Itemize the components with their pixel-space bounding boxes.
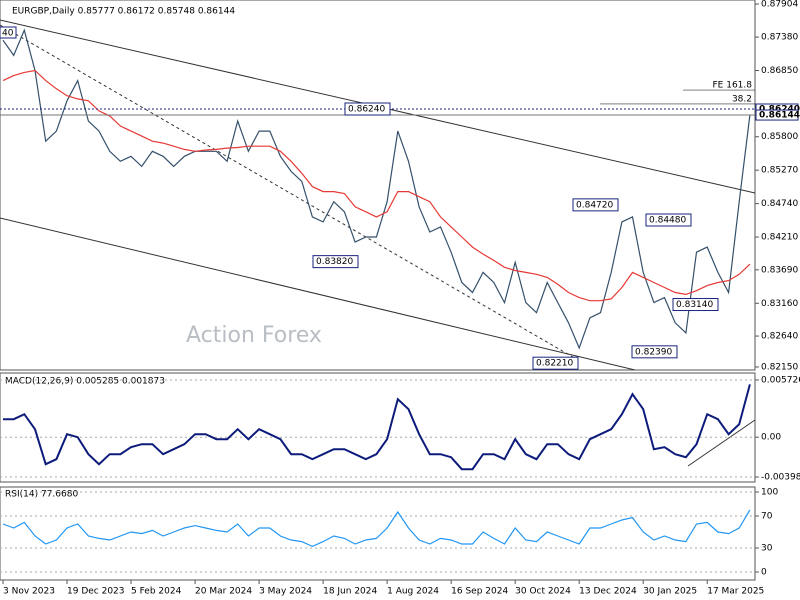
callout-box (532, 356, 579, 370)
series-line (2, 69, 751, 302)
series-line (2, 28, 751, 350)
callout-label: 0.86240 (348, 104, 385, 114)
y-tick-label: 100 (761, 488, 778, 498)
x-tick-label: 17 Mar 2025 (707, 587, 764, 597)
y-tick-label: 70 (761, 512, 773, 522)
macd-panel (0, 372, 756, 483)
y-tick-label: 0.83690 (761, 265, 798, 275)
y-tick-label: 0.00 (761, 433, 781, 443)
corner-box (0, 26, 17, 39)
x-tick-label: 5 Feb 2024 (131, 587, 182, 597)
callout-box (312, 255, 359, 269)
callout-label: 0.83820 (316, 257, 353, 267)
y-tick-label: 0.82640 (761, 332, 798, 342)
series-line (2, 509, 751, 548)
y-tick-label: 0.86850 (761, 66, 798, 76)
channel-lower (0, 217, 636, 371)
callout-box (631, 345, 678, 359)
watermark: Action Forex (186, 323, 322, 348)
macd-title: MACD(12,26,9) 0.005285 0.001873 (5, 377, 165, 387)
x-tick-label: 3 May 2024 (259, 587, 312, 597)
trend-dashed (0, 24, 579, 361)
chart-title: EURGBP,Daily 0.85777 0.86172 0.85748 0.8… (12, 7, 235, 17)
price-panel (0, 0, 756, 371)
y-tick-label: 0.84210 (761, 233, 798, 243)
y-tick-label: 0.83160 (761, 299, 798, 309)
callout-label: 0.84720 (576, 200, 613, 210)
fib-label: 38.2 (732, 94, 752, 104)
x-tick-label: 30 Jan 2025 (643, 587, 697, 597)
level-label: 0.86240 (759, 104, 800, 114)
y-tick-label: 0.85800 (761, 132, 798, 142)
x-tick-label: 16 Sep 2024 (451, 587, 508, 597)
callout-label: 0.84480 (649, 216, 686, 226)
corner-label: 40 (2, 29, 14, 39)
x-tick-label: 18 Jun 2024 (323, 587, 377, 597)
y-tick-label: 0.87904 (761, 0, 798, 10)
x-tick-label: 19 Dec 2023 (67, 587, 125, 597)
y-tick-label: 30 (761, 544, 773, 554)
x-tick-label: 30 Oct 2024 (515, 587, 571, 597)
y-tick-label: 0.87380 (761, 33, 798, 43)
callout-box (645, 213, 692, 227)
callout-box (344, 102, 391, 116)
y-tick-label: 0.82150 (761, 362, 798, 372)
level-label: 0.86144 (759, 111, 800, 121)
level-box (755, 109, 799, 121)
y-tick-label: 0.84740 (761, 199, 798, 209)
rsi-title: RSI(14) 77.6680 (5, 490, 78, 500)
macd-trend (687, 419, 756, 467)
callout-box (572, 198, 619, 212)
callout-label: 0.82210 (536, 359, 573, 369)
rsi-panel (0, 486, 756, 581)
series-line (3, 384, 751, 471)
x-tick-label: 3 Nov 2023 (3, 587, 55, 597)
y-tick-label: 0 (761, 568, 767, 578)
y-tick-label: 0.85270 (761, 166, 798, 176)
callout-box (672, 298, 719, 312)
y-tick-label: -0.003982 (761, 473, 800, 483)
callout-label: 0.82390 (635, 347, 672, 357)
x-tick-label: 13 Dec 2024 (579, 587, 637, 597)
y-tick-label: 0.005726 (761, 375, 800, 385)
x-tick-label: 1 Aug 2024 (387, 587, 439, 597)
fib-label: FE 161.8 (713, 81, 753, 91)
x-tick-label: 20 Mar 2024 (195, 587, 252, 597)
callout-label: 0.83140 (676, 300, 713, 310)
